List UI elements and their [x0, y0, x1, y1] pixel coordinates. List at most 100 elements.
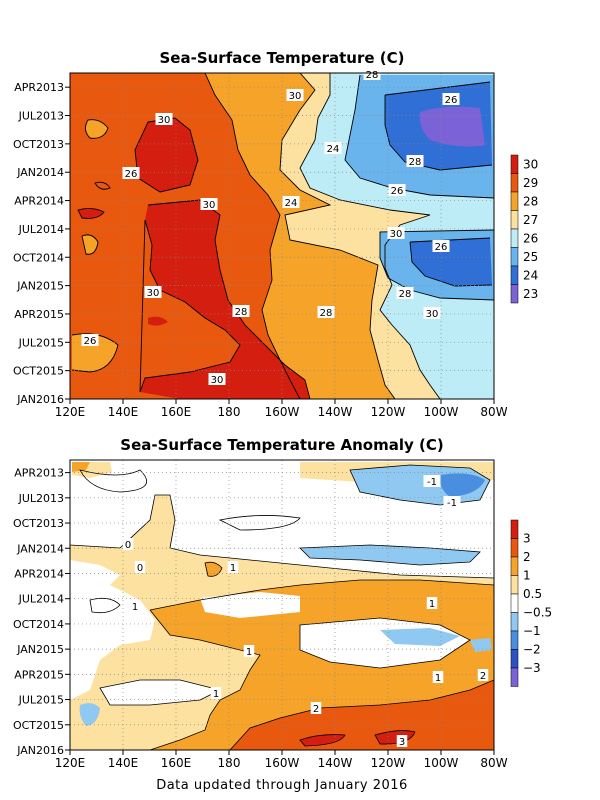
contour-label: 26: [84, 336, 97, 347]
contour-label-box: [208, 373, 226, 385]
colorbar-swatch: [510, 191, 519, 211]
anomaly-contour-labels: -1 -1 1 0 0 1 1 1 1 2 2 3 1: [122, 475, 489, 748]
contour-label: 1: [435, 673, 441, 684]
x-tick-label: 180: [218, 405, 241, 419]
x-tick-label: 120W: [371, 405, 406, 419]
y-tick-label: JAN2015: [16, 280, 64, 293]
colorbar-label: −2: [523, 643, 541, 657]
x-tick-label: 100W: [424, 405, 459, 419]
x-tick-label: 160W: [265, 405, 300, 419]
contour-label: 1: [213, 689, 219, 700]
y-tick-label: OCT2014: [13, 618, 64, 631]
anomaly-grid: [70, 460, 494, 750]
anomaly-x-axis: 120E 140E 160E 180 160W 140W 120W 100W 80W: [55, 750, 508, 770]
contour-label-box: [363, 68, 381, 80]
sst-y-axis: APR2013 JUL2013 OCT2013 JAN2014 APR2014 JUL20…: [13, 81, 70, 406]
colorbar-label: 29: [523, 176, 538, 190]
y-tick-label: JAN2015: [16, 643, 64, 656]
contour-label-box: [423, 475, 441, 487]
contour-label: 26: [445, 95, 458, 106]
y-tick-label: JUL2014: [18, 223, 64, 236]
contour-label: -1: [427, 477, 437, 488]
x-tick-label: 180: [218, 756, 241, 770]
chart-title-sst: Sea-Surface Temperature (C): [160, 49, 405, 67]
contour-label-box: [387, 227, 405, 239]
x-tick-label: 100W: [424, 756, 459, 770]
colorbar-label: 27: [523, 213, 538, 227]
colorbar-swatch: [510, 154, 519, 174]
colorbar-label: −0.5: [523, 606, 552, 620]
colorbar-swatch: [510, 284, 519, 304]
x-tick-label: 120E: [55, 756, 86, 770]
contour-label-box: [243, 645, 255, 657]
x-tick-label: 120E: [55, 405, 86, 419]
contour-label: 30: [147, 288, 160, 299]
contour-label-box: [210, 687, 222, 699]
x-tick-label: 160E: [161, 405, 192, 419]
contour-label: 2: [313, 704, 319, 715]
colorbar-swatch: [510, 556, 519, 576]
x-tick-label: 140E: [108, 405, 139, 419]
contour-label: 1: [429, 599, 435, 610]
contour-label-box: [286, 89, 304, 101]
colorbar-label: 26: [523, 231, 538, 245]
contour-label: 30: [158, 115, 171, 126]
contour-label: 2: [480, 671, 486, 682]
sst-colorbar: 30 29 28 27 26 25 24 23: [510, 154, 538, 304]
footer-note: Data updated through January 2016: [156, 778, 408, 793]
colorbar-label: 23: [523, 287, 538, 301]
colorbar-swatch: [510, 593, 519, 613]
colorbar-label: 0.5: [523, 587, 542, 601]
y-tick-label: OCT2013: [13, 138, 64, 151]
contour-label-box: [432, 671, 444, 683]
contour-label: 26: [391, 186, 404, 197]
colorbar-label: 2: [523, 550, 531, 564]
colorbar-swatch: [510, 667, 519, 687]
colorbar-label: 1: [523, 569, 531, 583]
contour-label-box: [426, 597, 438, 609]
anomaly-colorbar: 3 2 1 0.5 −0.5 −1 −2 −3: [510, 519, 552, 687]
contour-label-box: [122, 167, 140, 179]
contour-label: 24: [285, 198, 298, 209]
colorbar-label: 25: [523, 250, 538, 264]
contour-label: 28: [235, 307, 248, 318]
y-tick-label: OCT2013: [13, 517, 64, 530]
y-tick-label: APR2015: [14, 308, 64, 321]
contour-label-box: [443, 496, 461, 508]
chart-title-anomaly: Sea-Surface Temperature Anomaly (C): [120, 436, 443, 454]
contour-label: 0: [137, 563, 143, 574]
contour-label-box: [396, 735, 408, 747]
contour-label-box: [122, 538, 134, 550]
x-tick-label: 80W: [480, 405, 507, 419]
colorbar-swatch: [510, 630, 519, 650]
contour-label: 3: [399, 737, 405, 748]
colorbar-swatch: [510, 649, 519, 669]
y-tick-label: JAN2016: [16, 744, 64, 757]
colorbar-label: −1: [523, 624, 541, 638]
y-tick-label: OCT2014: [13, 251, 64, 264]
contour-label: 30: [211, 375, 224, 386]
y-tick-label: APR2013: [14, 81, 64, 94]
contour-label: 28: [366, 70, 379, 81]
y-tick-label: OCT2015: [13, 365, 64, 378]
y-tick-label: JAN2014: [16, 542, 64, 555]
colorbar-swatch: [510, 210, 519, 230]
y-tick-label: JAN2016: [16, 393, 64, 406]
contour-label-box: [129, 600, 141, 612]
x-tick-label: 120W: [371, 756, 406, 770]
colorbar-label: 24: [523, 268, 538, 282]
x-tick-label: 160W: [265, 756, 300, 770]
colorbar-swatch: [510, 519, 519, 539]
y-tick-label: APR2015: [14, 668, 64, 681]
colorbar-swatch: [510, 173, 519, 193]
x-tick-label: 140W: [318, 405, 353, 419]
contour-label-box: [477, 669, 489, 681]
colorbar-label: 3: [523, 532, 531, 546]
y-tick-label: JUL2014: [18, 593, 64, 606]
contour-label-box: [310, 702, 322, 714]
x-tick-label: 140W: [318, 756, 353, 770]
y-tick-label: APR2014: [14, 567, 64, 580]
contour-label-box: [324, 142, 342, 154]
colorbar-swatch: [510, 575, 519, 595]
colorbar-swatch: [510, 538, 519, 558]
